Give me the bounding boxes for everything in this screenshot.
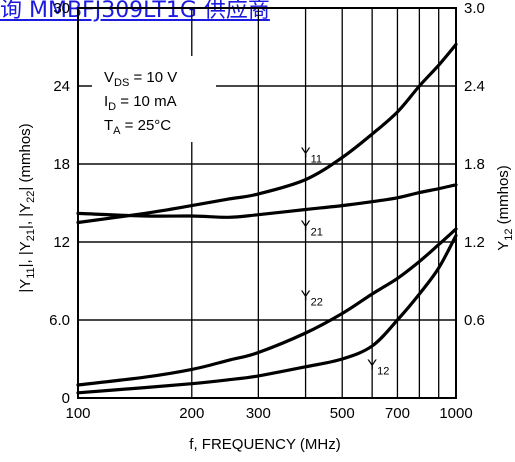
series-line-y11 <box>76 42 458 225</box>
conditions-backdrop <box>92 56 216 142</box>
series-line-y12 <box>76 233 458 395</box>
series-line-y22 <box>76 227 458 387</box>
plot-frame <box>77 7 457 399</box>
curve-labels: Y11 Y21 Y22 Y12 <box>301 145 390 378</box>
y-left-tick-label: 0 <box>62 390 70 407</box>
y-left-tick-label: 6.0 <box>49 312 70 329</box>
y-left-tick-label: 18 <box>53 156 70 173</box>
y-right-tick-label: 1.2 <box>464 234 485 251</box>
y-left-axis-title: |Y11|, |Y21|, |Y22| (mmhos) <box>17 123 37 292</box>
curve-label-y21: Y21 <box>301 217 323 238</box>
x-tick-label: 300 <box>246 405 271 422</box>
x-tick-label: 100 <box>65 405 90 422</box>
supplier-link[interactable]: 询 MMBFJ309LT1G 供应商 <box>0 0 270 23</box>
y-left-tick-label: 12 <box>53 234 70 251</box>
x-tick-label: 500 <box>330 405 355 422</box>
series-line-y21 <box>76 183 458 219</box>
condition-vds: VDS = 10 V <box>104 69 177 89</box>
curve-label-y12: Y12 <box>367 356 389 377</box>
x-tick-label: 1000 <box>439 405 472 422</box>
y-right-tick-label: 1.8 <box>464 156 485 173</box>
y-right-tick-label: 2.4 <box>464 78 485 95</box>
curves <box>76 42 458 395</box>
condition-id: ID = 10 mA <box>104 93 177 113</box>
x-tick-label: 200 <box>179 405 204 422</box>
x-tick-label: 700 <box>385 405 410 422</box>
x-axis-title: f, FREQUENCY (MHz) <box>189 436 340 453</box>
tick-labels: 100 200 300 500 700 1000 0 6.0 12 18 24 30 0.6 1.2 1.8… <box>49 0 485 422</box>
curve-label-y22: Y22 <box>301 288 323 309</box>
y-right-axis-title: Y12 (mmhos) <box>495 165 515 251</box>
y-left-tick-label: 30 <box>53 0 70 17</box>
y-right-tick-label: 3.0 <box>464 0 485 17</box>
condition-ta: TA = 25°C <box>104 117 171 137</box>
y-right-tick-label: 0.6 <box>464 312 485 329</box>
curve-label-y11: Y11 <box>301 145 322 166</box>
y-left-tick-label: 24 <box>53 78 70 95</box>
